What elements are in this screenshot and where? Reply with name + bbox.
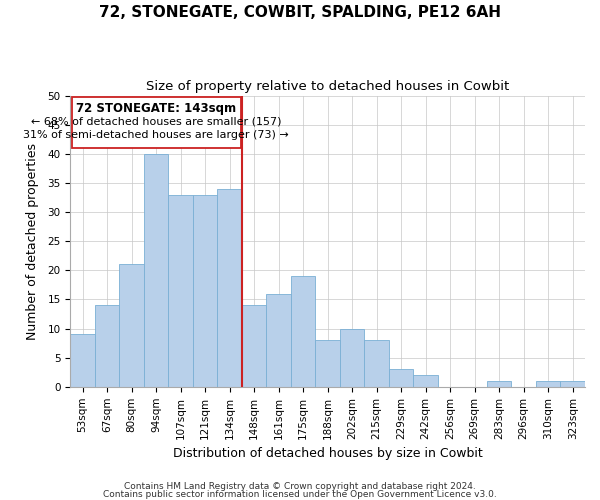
Bar [119,264,144,387]
Bar [413,375,438,387]
Text: 72, STONEGATE, COWBIT, SPALDING, PE12 6AH: 72, STONEGATE, COWBIT, SPALDING, PE12 6A… [99,5,501,20]
Bar [536,381,560,387]
Text: 72 STONEGATE: 143sqm: 72 STONEGATE: 143sqm [76,102,236,115]
Bar [389,370,413,387]
Bar [560,381,585,387]
Bar [340,328,364,387]
Bar [217,189,242,387]
Bar [169,194,193,387]
Bar [316,340,340,387]
Title: Size of property relative to detached houses in Cowbit: Size of property relative to detached ho… [146,80,509,93]
Bar [144,154,169,387]
Bar [193,194,217,387]
Bar [487,381,511,387]
Bar [266,294,291,387]
Text: Contains public sector information licensed under the Open Government Licence v3: Contains public sector information licen… [103,490,497,499]
Bar [364,340,389,387]
Y-axis label: Number of detached properties: Number of detached properties [26,142,39,340]
FancyBboxPatch shape [71,96,241,148]
Bar [70,334,95,387]
Bar [242,306,266,387]
Text: ← 68% of detached houses are smaller (157): ← 68% of detached houses are smaller (15… [31,117,281,127]
Text: Contains HM Land Registry data © Crown copyright and database right 2024.: Contains HM Land Registry data © Crown c… [124,482,476,491]
Bar [95,306,119,387]
Bar [291,276,316,387]
Text: 31% of semi-detached houses are larger (73) →: 31% of semi-detached houses are larger (… [23,130,289,140]
X-axis label: Distribution of detached houses by size in Cowbit: Distribution of detached houses by size … [173,447,482,460]
